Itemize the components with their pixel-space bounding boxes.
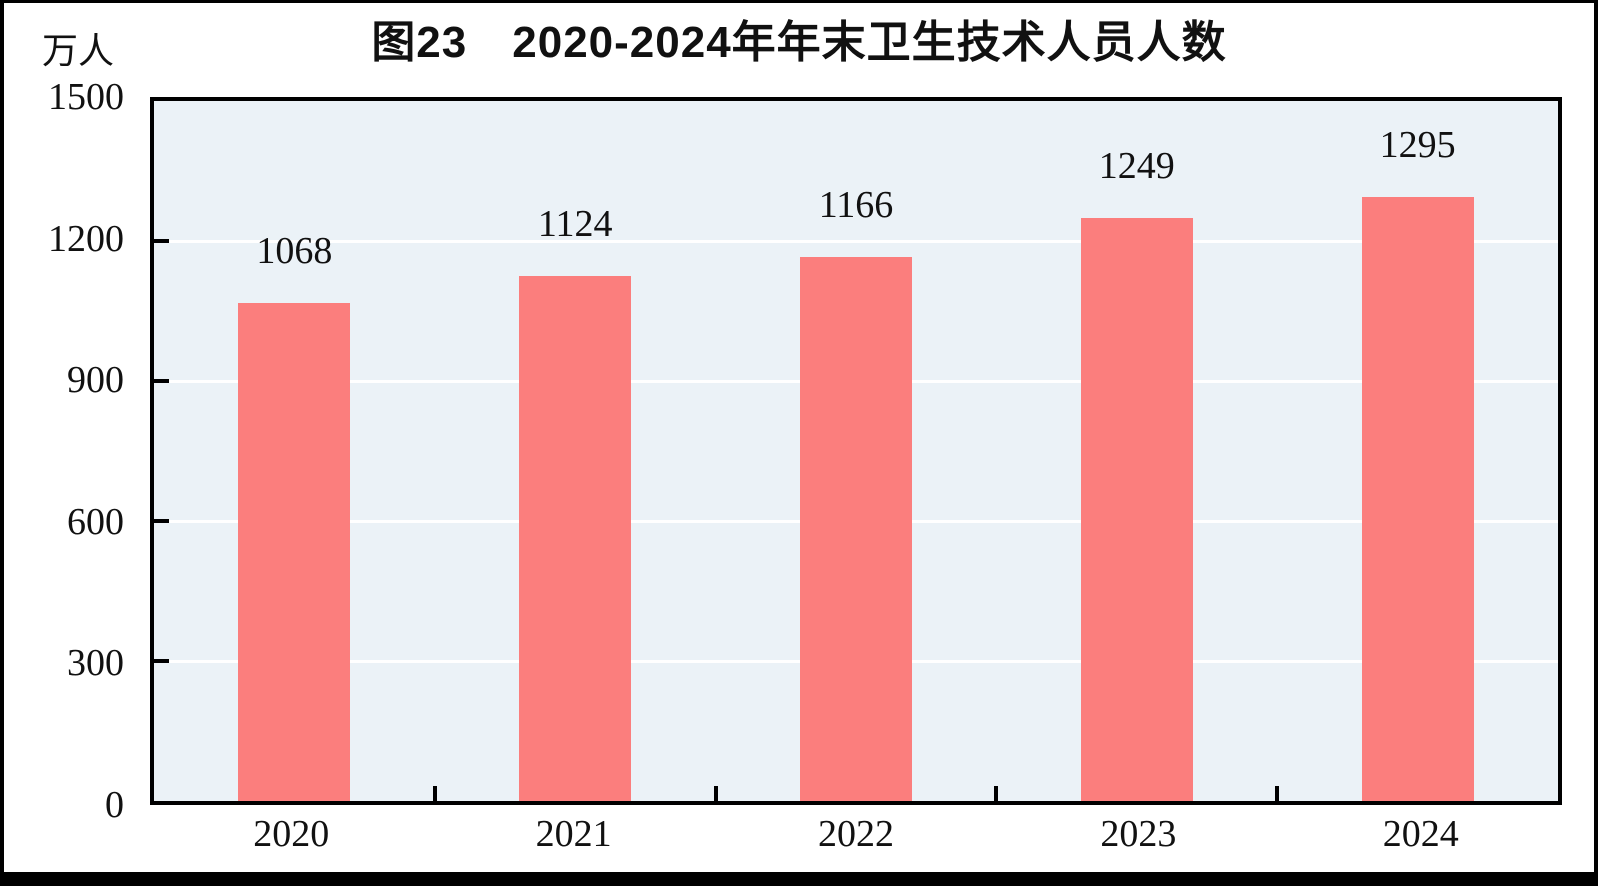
x-tick-mark-4: [1275, 786, 1280, 801]
y-tick-mark-900: [154, 379, 169, 383]
bar-slot-2023: 1249: [996, 101, 1277, 801]
x-label-2023: 2023: [1100, 813, 1177, 855]
bar-value-2023: 1249: [1098, 145, 1175, 188]
bar-2020: [238, 302, 351, 801]
bar-slot-2020: 1068: [154, 101, 435, 801]
y-tick-label-0: 0: [105, 784, 124, 826]
bar-value-2020: 1068: [256, 229, 333, 272]
y-tick-mark-600: [154, 519, 169, 523]
chart-title: 图23 2020-2024年年末卫生技术人员人数: [371, 18, 1227, 67]
y-axis-unit-label: 万人: [42, 30, 115, 71]
x-label-2024: 2024: [1382, 813, 1459, 855]
x-label-2021: 2021: [535, 813, 612, 855]
plot-area: 1068 1124 1166 1249 1295: [150, 97, 1562, 805]
bar-2023: [1080, 218, 1193, 801]
y-tick-label-1200: 1200: [48, 217, 124, 260]
bar-2024: [1361, 196, 1474, 801]
bar-value-2021: 1124: [537, 203, 613, 246]
y-tick-mark-300: [154, 659, 169, 663]
x-label-2020: 2020: [253, 813, 330, 855]
bar-2022: [799, 256, 912, 801]
x-tick-mark-3: [994, 786, 999, 801]
gridline-1200: [154, 239, 1558, 243]
frame-border-bottom: [0, 872, 1598, 886]
bar-2021: [519, 276, 632, 801]
y-tick-label-600: 600: [67, 500, 124, 543]
y-tick-label-900: 900: [67, 359, 124, 402]
frame-border-left: [0, 0, 4, 886]
bar-slot-2021: 1124: [435, 101, 716, 801]
y-tick-mark-1200: [154, 239, 169, 243]
bar-value-2022: 1166: [818, 183, 894, 226]
bar-slot-2024: 1295: [1277, 101, 1558, 801]
x-tick-mark-1: [432, 786, 437, 801]
bar-slot-2022: 1166: [716, 101, 997, 801]
y-tick-label-1500: 1500: [48, 76, 124, 118]
x-tick-mark-2: [713, 786, 718, 801]
frame-border-top: [0, 0, 1598, 3]
frame-border-right: [1594, 0, 1598, 886]
bar-value-2024: 1295: [1379, 123, 1456, 166]
x-label-2022: 2022: [817, 813, 894, 855]
y-tick-label-300: 300: [67, 642, 124, 685]
